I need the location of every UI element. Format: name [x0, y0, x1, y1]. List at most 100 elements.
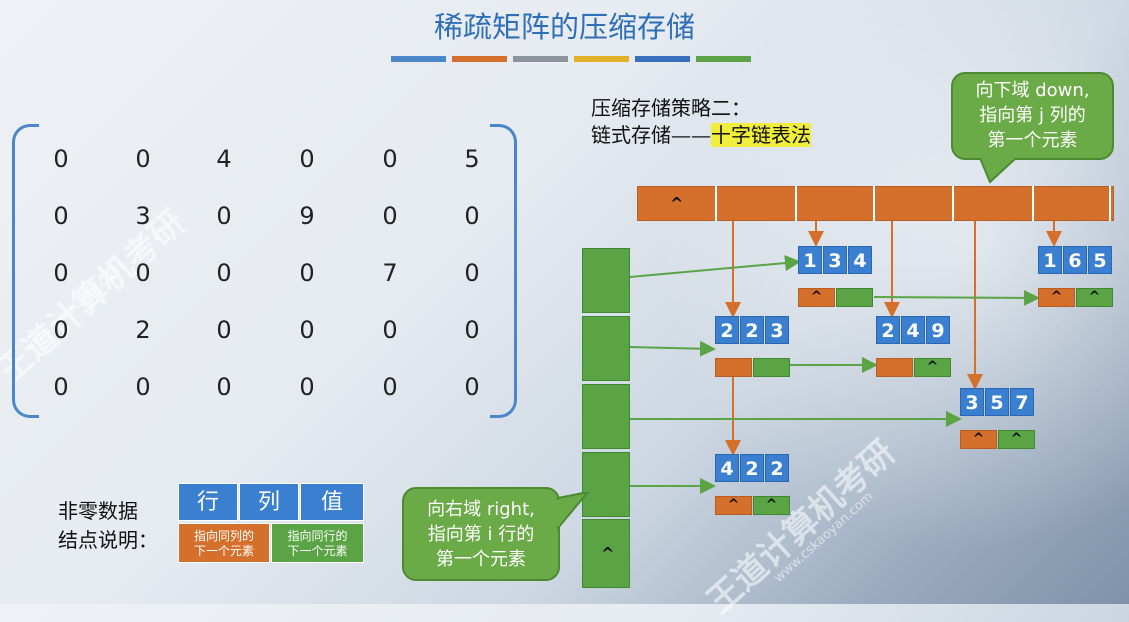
column-head-divider	[952, 186, 954, 221]
matrix-cell: 9	[299, 202, 315, 230]
callout-down-line2: 指向第 j 列的	[979, 105, 1086, 126]
row-head-cell-4	[582, 452, 630, 517]
matrix-cell: 0	[382, 202, 398, 230]
matrix-cell: 0	[299, 316, 315, 344]
node-row-field: 1	[1038, 246, 1062, 274]
matrix-cell: 0	[299, 145, 315, 173]
matrix-cell: 0	[53, 202, 69, 230]
node-right-field	[836, 288, 873, 307]
matrix-cell: 0	[216, 316, 232, 344]
matrix-cell: 0	[299, 373, 315, 401]
matrix-right-bracket	[490, 124, 517, 418]
node-down-field: ^	[798, 288, 835, 307]
callout-right-tail	[556, 492, 590, 531]
matrix-cell: 0	[135, 373, 151, 401]
legend-right-desc-line1: 指向同行的	[287, 529, 348, 543]
legend-header-col: 列	[239, 483, 299, 521]
node-down-field: ^	[1038, 288, 1075, 307]
node-val-field: 7	[1010, 388, 1034, 416]
matrix-cell: 0	[464, 202, 480, 230]
sparse-matrix: 0 0 4 0 0 5 0 3 0 9 0 0 0 0 0 0 7 0 0 2 0 0 0 0 0 0 0 0 0 0	[12, 124, 517, 418]
matrix-cell: 5	[464, 145, 480, 173]
callout-down-line1: 向下域 down,	[975, 80, 1090, 101]
legend-right-desc: 指向同行的 下一个元素	[271, 523, 364, 563]
legend-down-desc-line2: 下一个元素	[193, 544, 254, 558]
node-col-field: 4	[901, 316, 925, 344]
column-head-divider	[1109, 186, 1111, 221]
legend-label-line1: 非零数据	[58, 499, 138, 523]
node-right-field: ^	[998, 430, 1035, 449]
matrix-cell: 0	[382, 145, 398, 173]
node-val-field: 3	[765, 316, 789, 344]
node-row-field: 3	[960, 388, 984, 416]
callout-right-line3: 第一个元素	[436, 549, 526, 570]
column-head-divider	[715, 186, 717, 221]
right-arrow-row1	[629, 255, 801, 278]
column-head-null: ^	[670, 194, 684, 213]
node-col-field: 3	[823, 246, 847, 274]
node-col-field: 5	[985, 388, 1009, 416]
row-head-cell-3	[582, 384, 630, 449]
color-bar	[452, 56, 507, 62]
matrix-cell: 0	[382, 373, 398, 401]
color-bar	[574, 56, 629, 62]
matrix-cell: 0	[299, 259, 315, 287]
row-head-cell-5	[582, 519, 630, 588]
node-col-field: 6	[1063, 246, 1087, 274]
callout-down-field: 向下域 down, 指向第 j 列的 第一个元素	[951, 72, 1114, 160]
node-val-field: 9	[926, 316, 950, 344]
strategy-prefix: 链式存储——	[591, 123, 711, 147]
right-arrow-134-165	[873, 289, 1040, 306]
page-title: 稀疏矩阵的压缩存储	[433, 10, 695, 44]
legend-header-val: 值	[300, 483, 364, 521]
column-head-divider	[795, 186, 797, 221]
strategy-text: 压缩存储策略二： 链式存储——十字链表法	[591, 95, 811, 149]
node-col-field: 2	[740, 454, 764, 482]
matrix-cell: 0	[382, 316, 398, 344]
node-val-field: 2	[765, 454, 789, 482]
color-bar	[696, 56, 751, 62]
matrix-cell: 0	[464, 259, 480, 287]
matrix-cell: 2	[135, 316, 151, 344]
node-right-field: ^	[1076, 288, 1113, 307]
cross-list-highlight: 十字链表法	[711, 123, 811, 147]
column-head-array	[637, 186, 1114, 221]
right-arrow-row2	[629, 340, 716, 357]
matrix-cell: 7	[382, 259, 398, 287]
column-head-divider	[873, 186, 875, 221]
matrix-cell: 0	[135, 145, 151, 173]
legend-down-desc-line1: 指向同列的	[193, 529, 254, 543]
node-val-field: 5	[1088, 246, 1112, 274]
matrix-cell: 0	[216, 259, 232, 287]
matrix-cell: 3	[135, 202, 151, 230]
legend-label: 非零数据 结点说明：	[58, 497, 158, 555]
legend-down-desc: 指向同列的 下一个元素	[178, 523, 270, 563]
node-down-field: ^	[960, 430, 997, 449]
callout-right-line2: 指向第 i 行的	[427, 524, 535, 545]
node-col-field: 2	[740, 316, 764, 344]
strategy-line2: 链式存储——十字链表法	[591, 122, 811, 149]
color-bar	[635, 56, 690, 62]
column-head-divider	[1032, 186, 1034, 221]
matrix-cell: 0	[53, 373, 69, 401]
node-row-field: 2	[715, 316, 739, 344]
matrix-cell: 0	[216, 202, 232, 230]
node-down-field	[715, 358, 752, 377]
row-head-cell-1	[582, 248, 630, 313]
strategy-line1: 压缩存储策略二：	[591, 96, 751, 120]
node-down-field	[876, 358, 913, 377]
row-head-null: ^	[601, 544, 615, 563]
callout-down-tail	[980, 158, 1018, 184]
node-down-field: ^	[715, 496, 752, 515]
node-right-field: ^	[914, 358, 951, 377]
callout-right-line1: 向右域 right,	[427, 499, 535, 520]
color-bar	[513, 56, 568, 62]
matrix-cell: 0	[135, 259, 151, 287]
callout-right-field: 向右域 right, 指向第 i 行的 第一个元素	[402, 487, 560, 581]
node-val-field: 4	[848, 246, 872, 274]
matrix-cell: 0	[53, 259, 69, 287]
arrow-layer	[629, 221, 1062, 494]
legend-label-line2: 结点说明：	[58, 528, 158, 552]
legend-header-row: 行	[178, 483, 238, 521]
node-right-field	[753, 358, 790, 377]
